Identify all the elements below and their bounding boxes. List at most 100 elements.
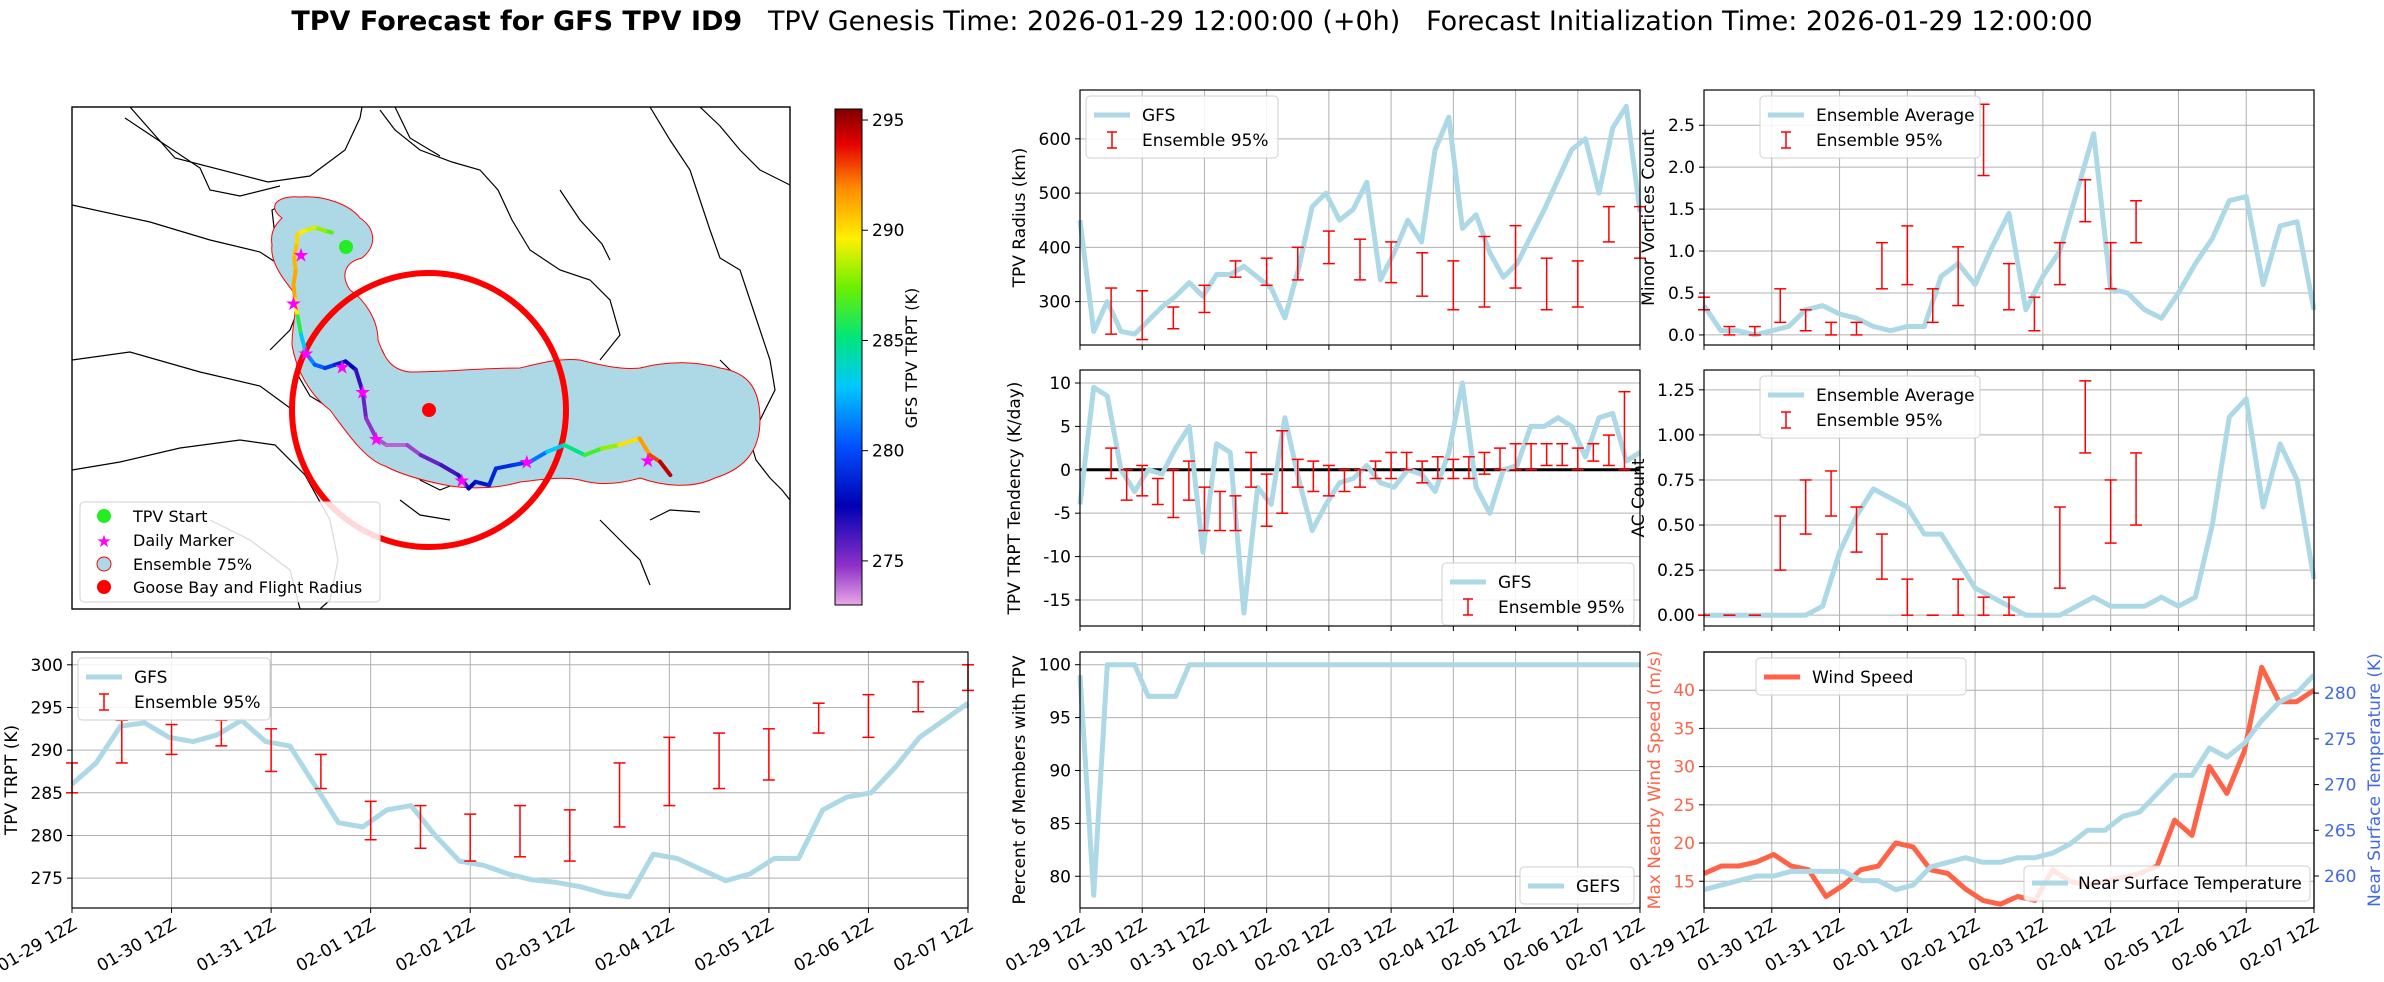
xtick-label: 02-01 12Z xyxy=(293,915,379,976)
ensemble-errorbar xyxy=(1447,458,1460,480)
legend: Ensemble Average Ensemble 95% xyxy=(1759,375,1981,439)
ensemble-errorbar xyxy=(314,753,327,790)
track-segment xyxy=(582,446,604,458)
ensemble-errorbar xyxy=(1602,205,1615,243)
ensemble-errorbar xyxy=(2053,241,2066,286)
ytick-label: 80 xyxy=(1049,867,1071,887)
ytick-label: 1.25 xyxy=(1657,381,1695,401)
ytick-label: 0.5 xyxy=(1668,284,1695,304)
track-segment xyxy=(599,443,622,451)
ensemble-errorbar xyxy=(1571,447,1584,471)
daily-markers: ★★★★★★★★ ★ xyxy=(285,244,656,492)
ytick-label: 90 xyxy=(1049,761,1071,781)
goose-bay-marker xyxy=(422,403,436,417)
ensemble-errorbar xyxy=(1245,451,1258,488)
y-axis-label: Minor Vortices Count xyxy=(1639,129,1659,306)
ensemble-errorbar xyxy=(1952,246,1965,307)
ytick-label: 400 xyxy=(1039,238,1071,258)
daily-marker-star: ★ xyxy=(354,381,371,403)
track-segment xyxy=(295,314,304,337)
ensemble-errorbar xyxy=(1799,309,1812,332)
legend: GFS Ensemble 95% xyxy=(1441,562,1635,626)
ensemble-errorbar xyxy=(1105,447,1118,480)
track-segment xyxy=(658,459,673,478)
ensemble-errorbar xyxy=(364,800,377,841)
ensemble-errorbar xyxy=(1400,451,1413,471)
track-segment xyxy=(303,350,317,367)
ensemble-errorbar xyxy=(2079,380,2092,454)
legend-start-label: TPV Start xyxy=(132,507,208,526)
ytick-label: 1.00 xyxy=(1657,426,1695,446)
map-legend: TPV Start ★ Daily Marker Ensemble 75% Go… xyxy=(79,501,381,603)
ensemble-errorbar xyxy=(1587,443,1600,462)
legend-ens75-label: Ensemble 75% xyxy=(133,555,252,574)
ensemble-errorbar xyxy=(1494,447,1506,471)
legend-label: Ensemble 95% xyxy=(1142,131,1269,151)
axes-frame xyxy=(1703,369,2315,627)
axes-frame xyxy=(1703,89,2315,346)
ensemble-errorbar xyxy=(1431,456,1444,480)
daily-marker-star: ★ xyxy=(334,356,351,378)
ensemble-errorbar xyxy=(1354,238,1366,281)
ensemble-errorbar xyxy=(1385,241,1398,284)
legend-label: Ensemble 95% xyxy=(134,693,261,713)
ensemble-errorbar xyxy=(1291,246,1304,281)
daily-marker-star: ★ xyxy=(293,244,310,266)
ensemble-errorbar xyxy=(1416,252,1429,297)
ensemble-errorbar xyxy=(663,736,676,807)
ensemble-errorbar xyxy=(1354,469,1366,488)
xtick-label: 02-07 12Z xyxy=(890,915,976,976)
ensemble-errorbar xyxy=(862,693,875,739)
legend-start-icon xyxy=(97,509,111,523)
ensemble-errorbar xyxy=(1182,460,1195,501)
ytick-label: 300 xyxy=(1039,293,1071,313)
ensemble-errorbar xyxy=(912,681,925,713)
ensemble-errorbar xyxy=(1774,515,1787,571)
ensemble-errorbar xyxy=(1307,460,1320,493)
ensemble-errorbar xyxy=(1322,230,1335,265)
ensemble-errorbar xyxy=(1618,390,1631,471)
colorbar-ticks: 275 280 285 290 295 xyxy=(862,111,904,572)
colorbar-tick-label: 290 xyxy=(872,221,904,241)
ytick-label: 285 xyxy=(31,784,63,804)
legend-goose-label: Goose Bay and Flight Radius xyxy=(133,578,362,597)
ensemble-errorbar xyxy=(1875,533,1888,580)
ensemble-errorbar xyxy=(1926,288,1939,324)
init-time: Forecast Initialization Time: 2026-01-29… xyxy=(1426,6,2093,37)
ensemble-errorbar xyxy=(1447,260,1460,311)
ytick-label: 2.0 xyxy=(1668,158,1695,178)
ytick-label: 35 xyxy=(1673,719,1695,739)
ytick-label: 2.5 xyxy=(1668,116,1695,136)
track-segment xyxy=(487,466,498,488)
y-axis-label: AC Count xyxy=(1629,458,1649,537)
ensemble-errorbar xyxy=(1723,325,1736,336)
map-content: ★★★★★★★★ ★ xyxy=(72,107,790,609)
track-segment xyxy=(292,297,300,319)
ytick-label: 0.25 xyxy=(1657,561,1695,581)
ensemble-errorbar xyxy=(1120,469,1133,501)
ytick-label: 295 xyxy=(31,698,63,718)
legend: GFS Ensemble 95% xyxy=(77,657,271,721)
legend-star-icon: ★ xyxy=(96,532,111,552)
daily-marker-star: ★ xyxy=(297,343,314,365)
minor-vortices-chart: 0.0 0.5 1.0 1.5 2.0 2.5 Minor Vortices Count En… xyxy=(1639,89,2317,350)
ytick-label: 290 xyxy=(31,741,63,761)
ytick-label: 275 xyxy=(31,869,63,889)
track-segment xyxy=(374,436,389,448)
ensemble-75-envelope xyxy=(271,196,761,489)
legend-label: GFS xyxy=(134,668,167,688)
ytick-label: 85 xyxy=(1049,814,1071,834)
ensemble-errorbar xyxy=(1540,443,1553,467)
ensemble-errorbar xyxy=(613,762,626,828)
track-segment xyxy=(637,436,652,458)
ensemble-errorbar xyxy=(2003,596,2015,616)
tendency-chart: -15 -10 -5 0 5 10 TPV TRPT Tendency (K/day) GFS… xyxy=(1005,369,1642,631)
axes-frame xyxy=(1703,651,2315,909)
ensemble-errorbar xyxy=(1901,225,1914,286)
track-segment xyxy=(493,463,516,471)
legend: Wind Speed xyxy=(1755,657,1967,696)
colorbar-tick-label: 285 xyxy=(872,331,904,351)
ensemble-errorbar xyxy=(514,804,526,858)
ytick-label: 100 xyxy=(1039,656,1071,676)
